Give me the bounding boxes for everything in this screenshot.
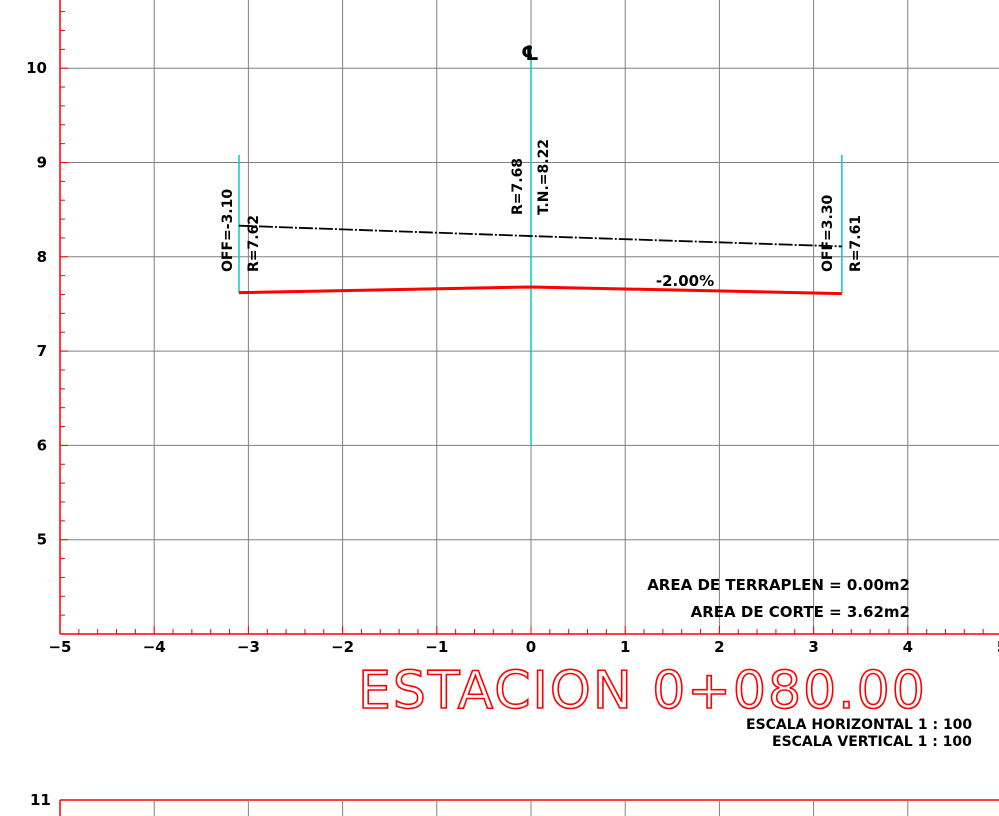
next-section-frame	[59, 799, 999, 816]
scale-vertical-label: ESCALA VERTICAL 1 : 100	[772, 734, 972, 750]
x-tick-label: −4	[143, 638, 166, 656]
scale-horizontal-label: ESCALA HORIZONTAL 1 : 100	[746, 717, 972, 733]
right-offset-label: OFF=3.30	[820, 194, 836, 272]
area-cut-label: AREA DE CORTE = 3.62m2	[691, 603, 910, 621]
center-elevation-label: R=7.68	[510, 158, 526, 215]
y-tick-label: 6	[37, 436, 47, 454]
x-tick-label: 1	[620, 638, 630, 656]
x-tick-label: 5	[997, 638, 999, 656]
x-tick-label: 4	[903, 638, 913, 656]
y-tick-label: 8	[37, 248, 47, 266]
y-tick-label: 7	[37, 342, 47, 360]
x-tick-label: −3	[237, 638, 260, 656]
right-elevation-label: R=7.61	[848, 215, 864, 272]
y-tick-label: 9	[37, 154, 47, 172]
y-tick-label: 10	[26, 59, 47, 77]
slope-label: -2.00%	[656, 272, 714, 290]
x-tick-label: 3	[808, 638, 818, 656]
x-tick-label: −1	[425, 638, 448, 656]
station-title: ESTACION 0+080.00	[358, 661, 927, 721]
x-tick-label: 2	[714, 638, 724, 656]
axis-ticks	[59, 11, 984, 635]
x-tick-label: −5	[48, 638, 71, 656]
design-surface-line	[238, 285, 842, 296]
profile-lines	[238, 224, 842, 296]
grid	[60, 0, 999, 634]
x-tick-label: −2	[331, 638, 354, 656]
axis-tick-labels: −5 −4 −3 −2 −1 0 1 2 3 4 5 5 6 7 8 9 10	[26, 59, 999, 656]
existing-ground-line	[238, 224, 842, 248]
y-tick-label: 5	[37, 531, 47, 549]
center-ground-label: T.N.=8.22	[536, 139, 552, 215]
frame	[59, 0, 999, 635]
left-elevation-label: R=7.62	[246, 215, 262, 272]
left-offset-label: OFF=-3.10	[220, 189, 236, 272]
area-fill-label: AREA DE TERRAPLEN = 0.00m2	[647, 576, 910, 594]
vertical-markers	[238, 49, 843, 446]
x-tick-label: 0	[526, 638, 536, 656]
centerline-symbol: ℄	[521, 41, 539, 65]
next-section-top-label: 11	[30, 791, 51, 809]
